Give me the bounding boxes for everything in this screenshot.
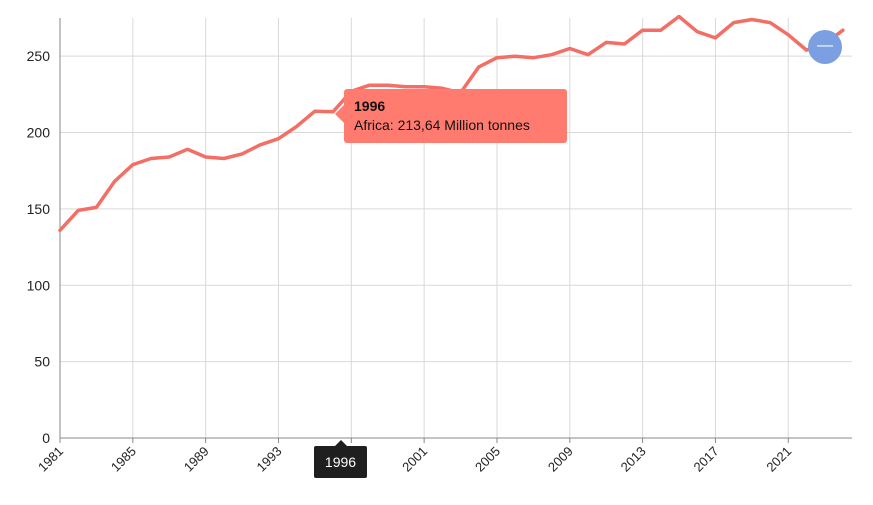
data-point[interactable]: [529, 54, 537, 62]
x-crosshair-text: 1996: [324, 454, 357, 470]
data-point[interactable]: [111, 177, 119, 185]
data-point[interactable]: [293, 122, 301, 130]
data-point[interactable]: [693, 28, 701, 36]
data-point[interactable]: [620, 40, 628, 48]
data-point[interactable]: [711, 34, 719, 42]
data-point[interactable]: [511, 52, 519, 60]
data-point[interactable]: [165, 153, 173, 161]
data-point[interactable]: [311, 107, 319, 115]
data-point[interactable]: [274, 135, 282, 143]
data-point[interactable]: [602, 38, 610, 46]
x-tick-label: 2021: [763, 444, 794, 475]
data-tooltip: 1996 Africa: 213,64 Million tonnes: [335, 89, 567, 143]
data-point[interactable]: [92, 203, 100, 211]
x-tick-label: 2017: [691, 444, 722, 475]
tooltip-value: Africa: 213,64 Million tonnes: [354, 117, 530, 133]
y-tick-label: 250: [27, 48, 51, 64]
grid-layer: [59, 18, 852, 438]
zoom-out-button[interactable]: —: [808, 30, 842, 64]
data-point[interactable]: [548, 51, 556, 59]
data-point[interactable]: [220, 155, 228, 163]
x-crosshair-pointer: [335, 440, 347, 446]
tooltip-pointer: [335, 105, 344, 123]
data-point[interactable]: [74, 206, 82, 214]
data-point[interactable]: [730, 19, 738, 27]
data-point[interactable]: [56, 226, 64, 234]
data-point[interactable]: [493, 54, 501, 62]
x-tick-label: 1993: [254, 444, 285, 475]
x-tick-label: 1989: [181, 444, 212, 475]
data-point[interactable]: [475, 63, 483, 71]
data-point[interactable]: [657, 26, 665, 34]
data-point[interactable]: [675, 12, 683, 20]
y-tick-label: 0: [42, 430, 50, 446]
x-crosshair-label: 1996: [314, 440, 367, 478]
y-tick-label: 150: [27, 201, 51, 217]
x-tick-label: 2001: [399, 444, 430, 475]
y-tick-label: 100: [27, 277, 51, 293]
data-point[interactable]: [584, 51, 592, 59]
tooltip-title: 1996: [354, 98, 386, 114]
data-point[interactable]: [766, 19, 774, 27]
data-point[interactable]: [183, 145, 191, 153]
x-tick-label: 1985: [108, 444, 139, 475]
data-point[interactable]: [784, 31, 792, 39]
x-tick-label: 2013: [618, 444, 649, 475]
minus-icon: —: [817, 37, 833, 54]
data-point[interactable]: [238, 150, 246, 158]
x-tick-label: 1981: [35, 444, 66, 475]
data-point[interactable]: [839, 26, 847, 34]
y-tick-label: 50: [34, 354, 50, 370]
data-point[interactable]: [129, 161, 137, 169]
data-point[interactable]: [256, 141, 264, 149]
data-point[interactable]: [147, 155, 155, 163]
data-point[interactable]: [202, 153, 210, 161]
y-tick-label: 200: [27, 125, 51, 141]
data-point[interactable]: [366, 81, 374, 89]
data-point[interactable]: [566, 45, 574, 53]
x-tick-label: 2005: [472, 444, 503, 475]
data-point[interactable]: [639, 26, 647, 34]
data-point[interactable]: [384, 81, 392, 89]
data-point[interactable]: [748, 16, 756, 24]
x-tick-label: 2009: [545, 444, 576, 475]
